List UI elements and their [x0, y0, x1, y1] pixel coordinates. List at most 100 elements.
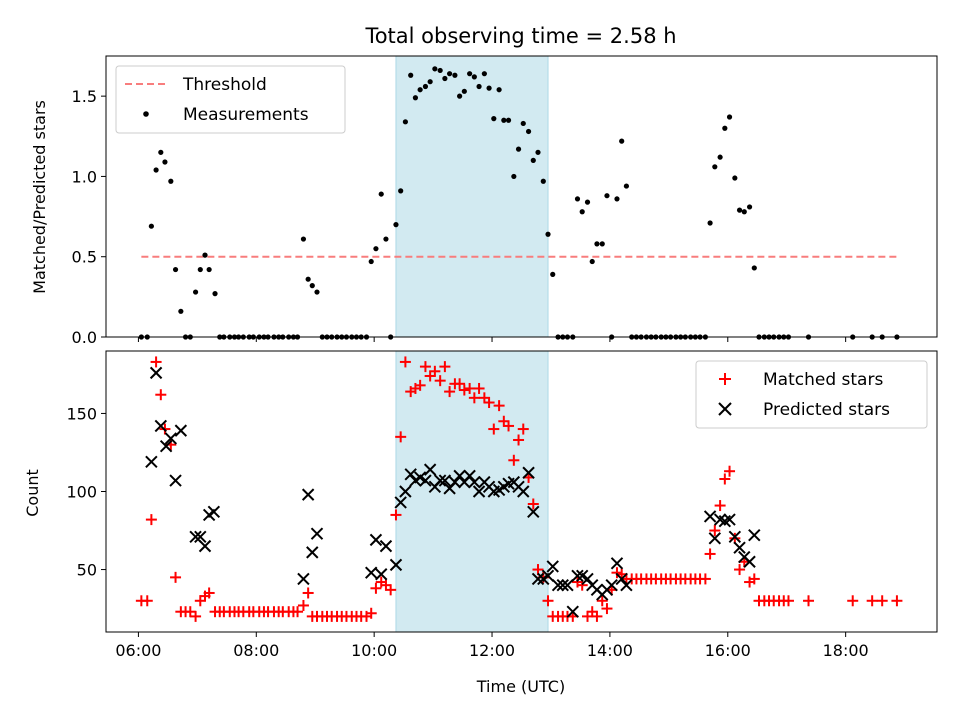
- measurement-point: [437, 67, 443, 74]
- measurement-point: [305, 276, 311, 282]
- matched-star-point: [439, 361, 451, 373]
- measurement-point: [746, 204, 753, 210]
- predicted-star-point: [468, 475, 481, 489]
- chart-title: Total observing time = 2.58 h: [364, 24, 676, 48]
- predicted-star-point: [531, 572, 545, 586]
- bottom-y-axis-label: Count: [23, 469, 42, 517]
- predicted-star-point: [581, 572, 594, 586]
- predicted-star-point: [389, 558, 403, 572]
- matched-star-point: [419, 361, 431, 373]
- matched-star-point: [468, 392, 480, 404]
- predicted-star-point: [297, 572, 310, 586]
- measurement-point: [589, 258, 595, 265]
- measurements-points: [138, 66, 900, 340]
- bottom-axis-ticks: 50 100 150 06:00 08:00 10:00 12:00 14:00 16:00 18…: [66, 404, 868, 660]
- bottom-x-tick-label: 10:00: [351, 641, 397, 660]
- predicted-star-point: [433, 474, 447, 487]
- bottom-plot-frame: [105, 350, 938, 633]
- predicted-star-point: [404, 468, 417, 481]
- bottom-observing-window-shade: [395, 350, 549, 633]
- measurement-point: [501, 117, 507, 123]
- predicted-star-point: [703, 510, 717, 523]
- legend-measurements-swatch: [143, 111, 149, 117]
- matched-star-point: [513, 434, 525, 446]
- measurement-point: [717, 154, 723, 160]
- bottom-x-tick-label: 14:00: [587, 641, 633, 660]
- matched-star-point: [399, 356, 411, 368]
- matched-star-point: [302, 587, 314, 599]
- predicted-star-point: [379, 539, 393, 553]
- top-y-tick-label: 0.0: [72, 328, 97, 347]
- measurement-point: [422, 83, 429, 90]
- predicted-star-point: [708, 532, 722, 545]
- matched-star-point: [380, 579, 392, 591]
- predicted-star-point: [159, 440, 173, 453]
- predicted-star-point: [369, 533, 383, 547]
- predicted-star-point: [605, 578, 618, 592]
- matched-star-point: [709, 525, 721, 537]
- predicted-star-point: [728, 530, 742, 543]
- top-legend: Threshold Measurements: [115, 65, 346, 134]
- measurement-point: [619, 138, 625, 144]
- predicted-star-point: [610, 557, 624, 570]
- matched-star-point: [150, 356, 162, 368]
- measurement-point: [535, 149, 541, 155]
- measurement-point: [722, 125, 728, 131]
- bottom-x-tick-label: 06:00: [115, 641, 161, 660]
- predicted-star-point: [306, 546, 319, 559]
- matched-star-point: [203, 587, 215, 599]
- measurement-point: [452, 72, 458, 78]
- matched-star-point: [292, 606, 304, 618]
- measurement-point: [192, 289, 199, 295]
- matched-star-point: [876, 595, 888, 607]
- measurement-point: [314, 289, 320, 295]
- measurement-point: [476, 83, 482, 90]
- predicted-star-point: [733, 541, 746, 554]
- predicted-star-point: [620, 578, 633, 592]
- legend-matched-swatch: [719, 373, 731, 385]
- matched-star-point: [458, 384, 470, 396]
- measurement-point: [197, 266, 203, 273]
- predicted-star-point: [149, 366, 163, 380]
- predicted-star-point: [365, 566, 378, 579]
- measurement-point: [309, 283, 315, 289]
- matched-star-point: [434, 375, 446, 387]
- measurement-point: [540, 178, 546, 184]
- legend-predicted-swatch: [718, 402, 732, 416]
- top-legend-box: [115, 65, 346, 134]
- measurement-point: [202, 252, 208, 258]
- predicted-star-point: [169, 474, 182, 487]
- predicted-star-point: [517, 485, 530, 498]
- matched-star-point: [782, 595, 794, 607]
- measurement-point: [471, 74, 477, 80]
- measurement-point: [732, 175, 738, 181]
- matched-star-point: [454, 378, 466, 390]
- measurement-point: [623, 183, 630, 189]
- measurement-point: [412, 95, 419, 101]
- measurement-point: [712, 164, 718, 170]
- top-y-axis-label: Matched/Predicted stars: [30, 100, 49, 294]
- measurement-point: [481, 71, 487, 77]
- matched-star-point: [582, 610, 594, 622]
- top-panel: 0.0 0.5 1.0 1.5 Matched/Predicted stars Thr…: [30, 55, 938, 347]
- predicted-star-point: [448, 475, 462, 489]
- measurement-point: [162, 159, 168, 165]
- predicted-star-point: [423, 463, 437, 476]
- top-axis-ticks: 0.0 0.5 1.0 1.5: [72, 87, 847, 347]
- measurement-point: [545, 231, 551, 237]
- bottom-y-tick-label: 50: [77, 561, 97, 580]
- matched-star-point: [719, 473, 731, 485]
- predicted-star-point: [723, 513, 736, 526]
- measurement-point: [515, 146, 522, 152]
- matched-star-point: [847, 595, 859, 607]
- predicted-star-point: [399, 485, 412, 498]
- measurement-point: [427, 79, 433, 85]
- matched-star-point: [365, 607, 377, 619]
- measurement-point: [398, 188, 404, 194]
- measurement-point: [446, 71, 453, 77]
- measurement-point: [525, 128, 532, 135]
- predicted-star-point: [145, 455, 158, 469]
- matched-star-point: [724, 465, 736, 477]
- predicted-star-point: [566, 605, 579, 618]
